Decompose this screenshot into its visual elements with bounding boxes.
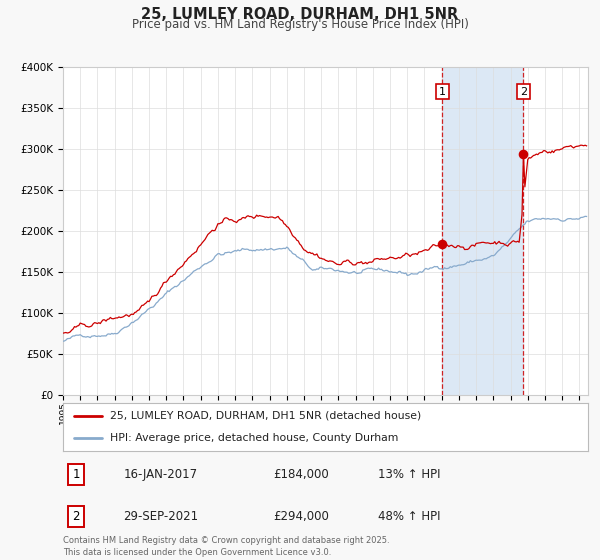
Text: £294,000: £294,000 — [273, 510, 329, 523]
Point — [437, 240, 447, 249]
Text: £184,000: £184,000 — [273, 468, 329, 481]
Text: Contains HM Land Registry data © Crown copyright and database right 2025.
This d: Contains HM Land Registry data © Crown c… — [63, 536, 389, 557]
Text: 29-SEP-2021: 29-SEP-2021 — [124, 510, 199, 523]
Text: 25, LUMLEY ROAD, DURHAM, DH1 5NR (detached house): 25, LUMLEY ROAD, DURHAM, DH1 5NR (detach… — [110, 410, 421, 421]
Text: HPI: Average price, detached house, County Durham: HPI: Average price, detached house, Coun… — [110, 433, 398, 444]
Text: 1: 1 — [73, 468, 80, 481]
Point — [518, 150, 528, 158]
Bar — [442, 67, 523, 395]
Text: 2: 2 — [73, 510, 80, 523]
Text: 1: 1 — [439, 87, 446, 97]
Text: 48% ↑ HPI: 48% ↑ HPI — [378, 510, 440, 523]
Text: 16-JAN-2017: 16-JAN-2017 — [124, 468, 197, 481]
Text: Price paid vs. HM Land Registry's House Price Index (HPI): Price paid vs. HM Land Registry's House … — [131, 18, 469, 31]
Text: 13% ↑ HPI: 13% ↑ HPI — [378, 468, 440, 481]
Text: 25, LUMLEY ROAD, DURHAM, DH1 5NR: 25, LUMLEY ROAD, DURHAM, DH1 5NR — [142, 7, 458, 22]
Text: 2: 2 — [520, 87, 527, 97]
